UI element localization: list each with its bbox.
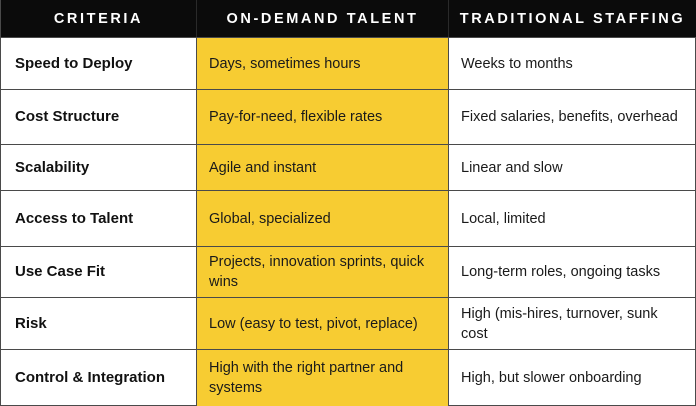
on-demand-risk: Low (easy to test, pivot, replace) [197, 297, 449, 349]
traditional-use-case-fit: Long-term roles, ongoing tasks [449, 246, 696, 297]
criteria-risk: Risk [1, 297, 197, 349]
on-demand-access-to-talent: Global, specialized [197, 190, 449, 246]
on-demand-use-case-fit: Projects, innovation sprints, quick wins [197, 246, 449, 297]
traditional-risk: High (mis-hires, turnover, sunk cost [449, 297, 696, 349]
criteria-use-case-fit: Use Case Fit [1, 246, 197, 297]
criteria-speed-to-deploy: Speed to Deploy [1, 37, 197, 89]
criteria-access-to-talent: Access to Talent [1, 190, 197, 246]
traditional-control-integration: High, but slower onboarding [449, 349, 696, 406]
on-demand-control-integration: High with the right partner and systems [197, 349, 449, 406]
traditional-access-to-talent: Local, limited [449, 190, 696, 246]
traditional-cost-structure: Fixed salaries, benefits, overhead [449, 89, 696, 144]
criteria-control-integration: Control & Integration [1, 349, 197, 406]
traditional-scalability: Linear and slow [449, 144, 696, 190]
on-demand-cost-structure: Pay-for-need, flexible rates [197, 89, 449, 144]
criteria-scalability: Scalability [1, 144, 197, 190]
criteria-cost-structure: Cost Structure [1, 89, 197, 144]
on-demand-scalability: Agile and instant [197, 144, 449, 190]
traditional-speed-to-deploy: Weeks to months [449, 37, 696, 89]
header-traditional-staffing: TRADITIONAL STAFFING [449, 0, 696, 37]
header-criteria: CRITERIA [1, 0, 197, 37]
header-on-demand-talent: ON-DEMAND TALENT [197, 0, 449, 37]
on-demand-speed-to-deploy: Days, sometimes hours [197, 37, 449, 89]
